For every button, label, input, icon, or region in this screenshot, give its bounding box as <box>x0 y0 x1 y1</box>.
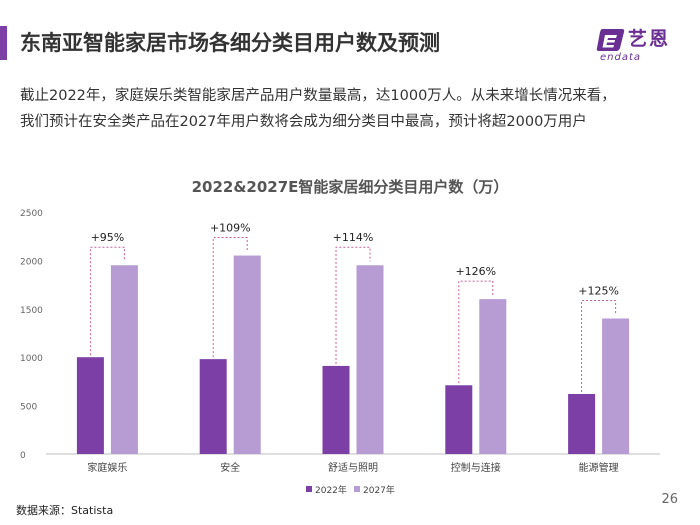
y-tick-label: 2500 <box>20 209 43 219</box>
x-category-label: 舒适与照明 <box>328 461 378 474</box>
growth-label: +114% <box>333 231 374 244</box>
y-tick-label: 0 <box>20 451 26 461</box>
legend-swatch <box>306 486 312 492</box>
bar-2027 <box>356 265 384 454</box>
bar-2027 <box>110 265 138 454</box>
growth-bracket <box>212 237 248 358</box>
logo-text: 艺恩 <box>628 28 671 50</box>
y-tick-label: 1000 <box>20 354 43 364</box>
summary-text: 截止2022年，家庭娱乐类智能家居产品用户数量最高，达1000万人。从未来增长情… <box>20 83 680 135</box>
y-tick-label: 500 <box>20 403 37 413</box>
legend-label: 2027年 <box>363 484 395 496</box>
bar-2022 <box>76 357 104 454</box>
bar-2022 <box>568 393 596 454</box>
title-accent-bar <box>0 26 7 60</box>
page-number: 26 <box>661 492 678 507</box>
bar-2022 <box>199 359 227 454</box>
bar-2027 <box>233 255 261 454</box>
summary-line-2: 我们预计在安全类产品在2027年用户数将会成为细分类目中最高，预计将超2000万… <box>20 114 587 130</box>
x-category-label: 能源管理 <box>579 461 619 474</box>
growth-label: +109% <box>210 222 251 235</box>
growth-label: +126% <box>455 265 496 278</box>
x-category-label: 控制与连接 <box>451 461 501 474</box>
y-tick-label: 1500 <box>20 306 43 316</box>
endata-logo-icon <box>596 29 625 51</box>
x-category-label: 家庭娱乐 <box>87 461 127 474</box>
summary-line-1: 截止2022年，家庭娱乐类智能家居产品用户数量最高，达1000万人。从未来增长情… <box>20 88 616 104</box>
bar-2022 <box>322 365 350 454</box>
growth-label: +125% <box>578 284 619 297</box>
bar-2027 <box>479 299 507 454</box>
logo-subtext: endata <box>600 52 642 63</box>
bar-2027 <box>602 318 630 454</box>
bar-chart: 2022&2027E智能家居细分类目用户数（万） 0 500 1000 1500 2000… <box>20 178 660 496</box>
bar-2022 <box>445 385 473 454</box>
data-source: 数据来源：Statista <box>16 504 114 517</box>
growth-label: +95% <box>91 231 125 244</box>
legend-swatch <box>354 486 360 492</box>
page-title: 东南亚智能家居市场各细分类目用户数及预测 <box>20 31 440 55</box>
logo: 艺恩 endata <box>596 24 688 64</box>
chart-title: 2022&2027E智能家居细分类目用户数（万） <box>192 178 509 196</box>
y-tick-label: 2000 <box>20 257 43 267</box>
growth-bracket <box>581 299 617 392</box>
growth-bracket <box>89 246 125 356</box>
growth-bracket <box>335 246 371 364</box>
x-category-label: 安全 <box>220 461 240 474</box>
legend-label: 2022年 <box>315 484 347 496</box>
